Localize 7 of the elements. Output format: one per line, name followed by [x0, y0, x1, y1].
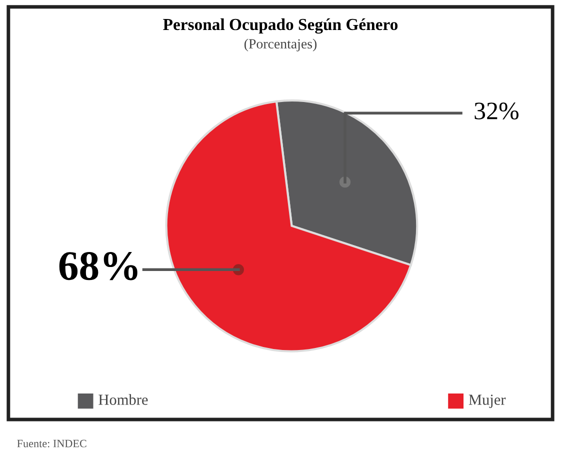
chart-title: Personal Ocupado Según Género: [163, 18, 398, 34]
chart-subtitle: (Porcentajes): [244, 38, 317, 52]
data-label: 32%: [474, 102, 519, 120]
data-label: 68%: [59, 252, 138, 280]
legend-label: Mujer: [468, 394, 506, 408]
legend-label: Hombre: [98, 394, 148, 405]
source-note: Fuente: INDEC: [17, 440, 86, 448]
